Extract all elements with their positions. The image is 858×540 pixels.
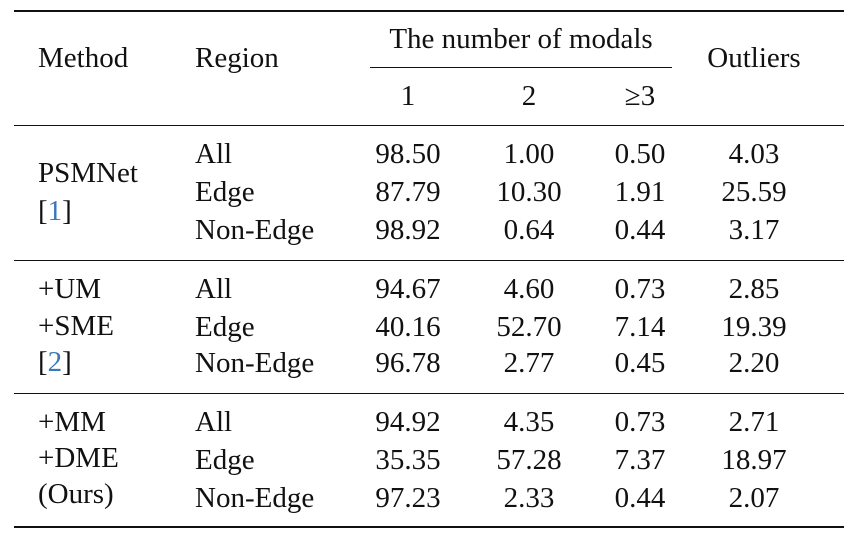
bottom-rule <box>14 526 844 528</box>
method-citation: [1] <box>38 194 72 228</box>
outliers-cell: 2.07 <box>728 482 780 514</box>
modal-3-cell: 1.91 <box>614 176 666 208</box>
method-citation: [2] <box>38 345 72 379</box>
modal-2-cell: 4.35 <box>503 406 555 438</box>
region-cell: Edge <box>195 311 255 343</box>
citation-link[interactable]: 2 <box>47 346 63 378</box>
outliers-cell: 2.20 <box>728 347 780 379</box>
citation-close-bracket: ] <box>62 346 72 378</box>
outliers-cell: 25.59 <box>721 176 787 208</box>
modal-3-cell: 0.73 <box>614 406 666 438</box>
region-cell: Non-Edge <box>195 214 315 246</box>
header-modal-2: 2 <box>521 80 537 112</box>
modal-1-cell: 40.16 <box>375 311 441 343</box>
outliers-cell: 19.39 <box>721 311 787 343</box>
modal-3-cell: 0.44 <box>614 482 666 514</box>
modal-1-cell: 98.92 <box>375 214 441 246</box>
modal-2-cell: 52.70 <box>496 311 562 343</box>
header-rule <box>14 125 844 126</box>
outliers-cell: 2.85 <box>728 273 780 305</box>
modal-3-cell: 0.50 <box>614 138 666 170</box>
header-modals-group: The number of modals <box>389 23 653 55</box>
region-cell: Non-Edge <box>195 347 315 379</box>
outliers-cell: 2.71 <box>728 406 780 438</box>
modal-1-cell: 94.92 <box>375 406 441 438</box>
modal-1-cell: 97.23 <box>375 482 441 514</box>
region-cell: Non-Edge <box>195 482 315 514</box>
region-cell: Edge <box>195 444 255 476</box>
outliers-cell: 4.03 <box>728 138 780 170</box>
modal-1-cell: 96.78 <box>375 347 441 379</box>
modal-1-cell: 87.79 <box>375 176 441 208</box>
modals-underline <box>370 67 672 68</box>
modal-2-cell: 0.64 <box>503 214 555 246</box>
region-cell: All <box>195 138 233 170</box>
modal-2-cell: 2.33 <box>503 482 555 514</box>
method-name-line-2: +SME <box>38 310 114 342</box>
modal-2-cell: 10.30 <box>496 176 562 208</box>
modal-3-cell: 0.73 <box>614 273 666 305</box>
header-modal-1: 1 <box>400 80 416 112</box>
header-outliers: Outliers <box>707 42 801 74</box>
group-rule-1 <box>14 260 844 261</box>
method-name-line-2: +DME <box>38 442 119 474</box>
modal-2-cell: 4.60 <box>503 273 555 305</box>
citation-open-bracket: [ <box>38 195 48 227</box>
top-rule <box>14 10 844 12</box>
method-name: PSMNet <box>38 157 138 189</box>
modal-3-cell: 7.14 <box>614 311 666 343</box>
citation-open-bracket: [ <box>38 346 48 378</box>
modal-3-cell: 0.45 <box>614 347 666 379</box>
modal-3-cell: 7.37 <box>614 444 666 476</box>
outliers-cell: 18.97 <box>721 444 787 476</box>
method-name-line-1: +UM <box>38 273 102 305</box>
outliers-cell: 3.17 <box>728 214 780 246</box>
modal-1-cell: 98.50 <box>375 138 441 170</box>
method-name-line-1: +MM <box>38 406 106 438</box>
header-method: Method <box>38 42 129 74</box>
citation-link[interactable]: 1 <box>47 195 63 227</box>
header-modal-3: ≥3 <box>624 80 656 112</box>
region-cell: All <box>195 273 233 305</box>
citation-close-bracket: ] <box>62 195 72 227</box>
header-region: Region <box>195 42 279 74</box>
group-rule-2 <box>14 393 844 394</box>
modal-2-cell: 1.00 <box>503 138 555 170</box>
modal-3-cell: 0.44 <box>614 214 666 246</box>
modal-2-cell: 2.77 <box>503 347 555 379</box>
modal-2-cell: 57.28 <box>496 444 562 476</box>
modal-1-cell: 94.67 <box>375 273 441 305</box>
modal-1-cell: 35.35 <box>375 444 441 476</box>
region-cell: Edge <box>195 176 255 208</box>
method-name-line-3: (Ours) <box>38 478 114 510</box>
region-cell: All <box>195 406 233 438</box>
